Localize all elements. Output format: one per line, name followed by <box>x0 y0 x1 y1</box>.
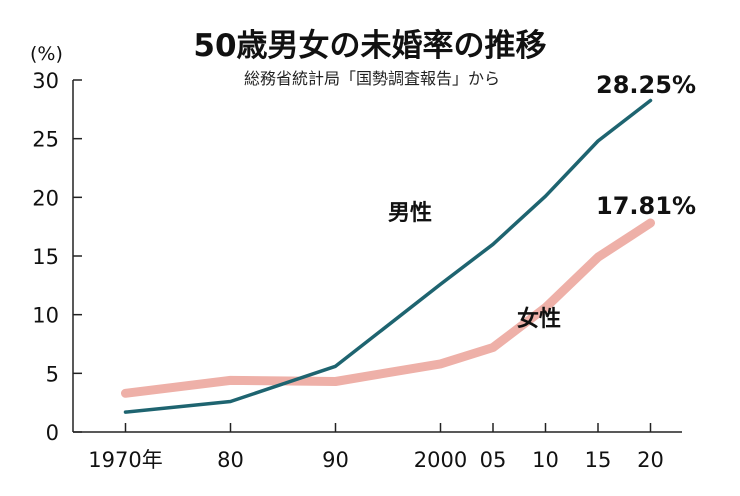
x-tick-label: 1970年 <box>88 448 162 472</box>
y-tick-label: 10 <box>32 304 59 328</box>
series-line-male <box>123 98 653 414</box>
y-ticks: 0 5 10 15 20 25 30 <box>32 69 82 445</box>
x-tick-label: 2000 <box>414 448 467 472</box>
y-axis-unit: (%) <box>30 43 63 65</box>
end-label-male: 28.25% <box>596 71 696 99</box>
y-tick-label: 25 <box>32 128 59 152</box>
x-tick-label: 80 <box>217 448 244 472</box>
series-label-male: 男性 <box>388 201 432 226</box>
series-label-female: 女性 <box>517 306 561 332</box>
x-tick-label: 90 <box>322 448 349 472</box>
end-label-female: 17.81% <box>596 192 696 220</box>
y-tick-label: 0 <box>46 421 59 445</box>
y-tick-label: 15 <box>32 245 59 269</box>
x-ticks: 1970年 80 90 2000 05 10 15 20 <box>88 423 664 472</box>
x-tick-label: 15 <box>585 448 612 472</box>
chart-title: 50歳男女の未婚率の推移 <box>193 28 546 64</box>
axes <box>72 80 682 433</box>
y-tick-label: 5 <box>46 362 59 386</box>
x-tick-label: 05 <box>480 448 507 472</box>
y-tick-label: 20 <box>32 186 59 210</box>
y-tick-label: 30 <box>32 69 59 93</box>
x-tick-label: 10 <box>532 448 559 472</box>
series-line-female <box>121 218 655 398</box>
series-group <box>121 98 655 414</box>
series-labels: 男性 女性 28.25% 17.81% <box>388 71 696 332</box>
chart-subtitle: 総務省統計局「国勢調査報告」から <box>244 69 500 88</box>
x-tick-label: 20 <box>637 448 664 472</box>
